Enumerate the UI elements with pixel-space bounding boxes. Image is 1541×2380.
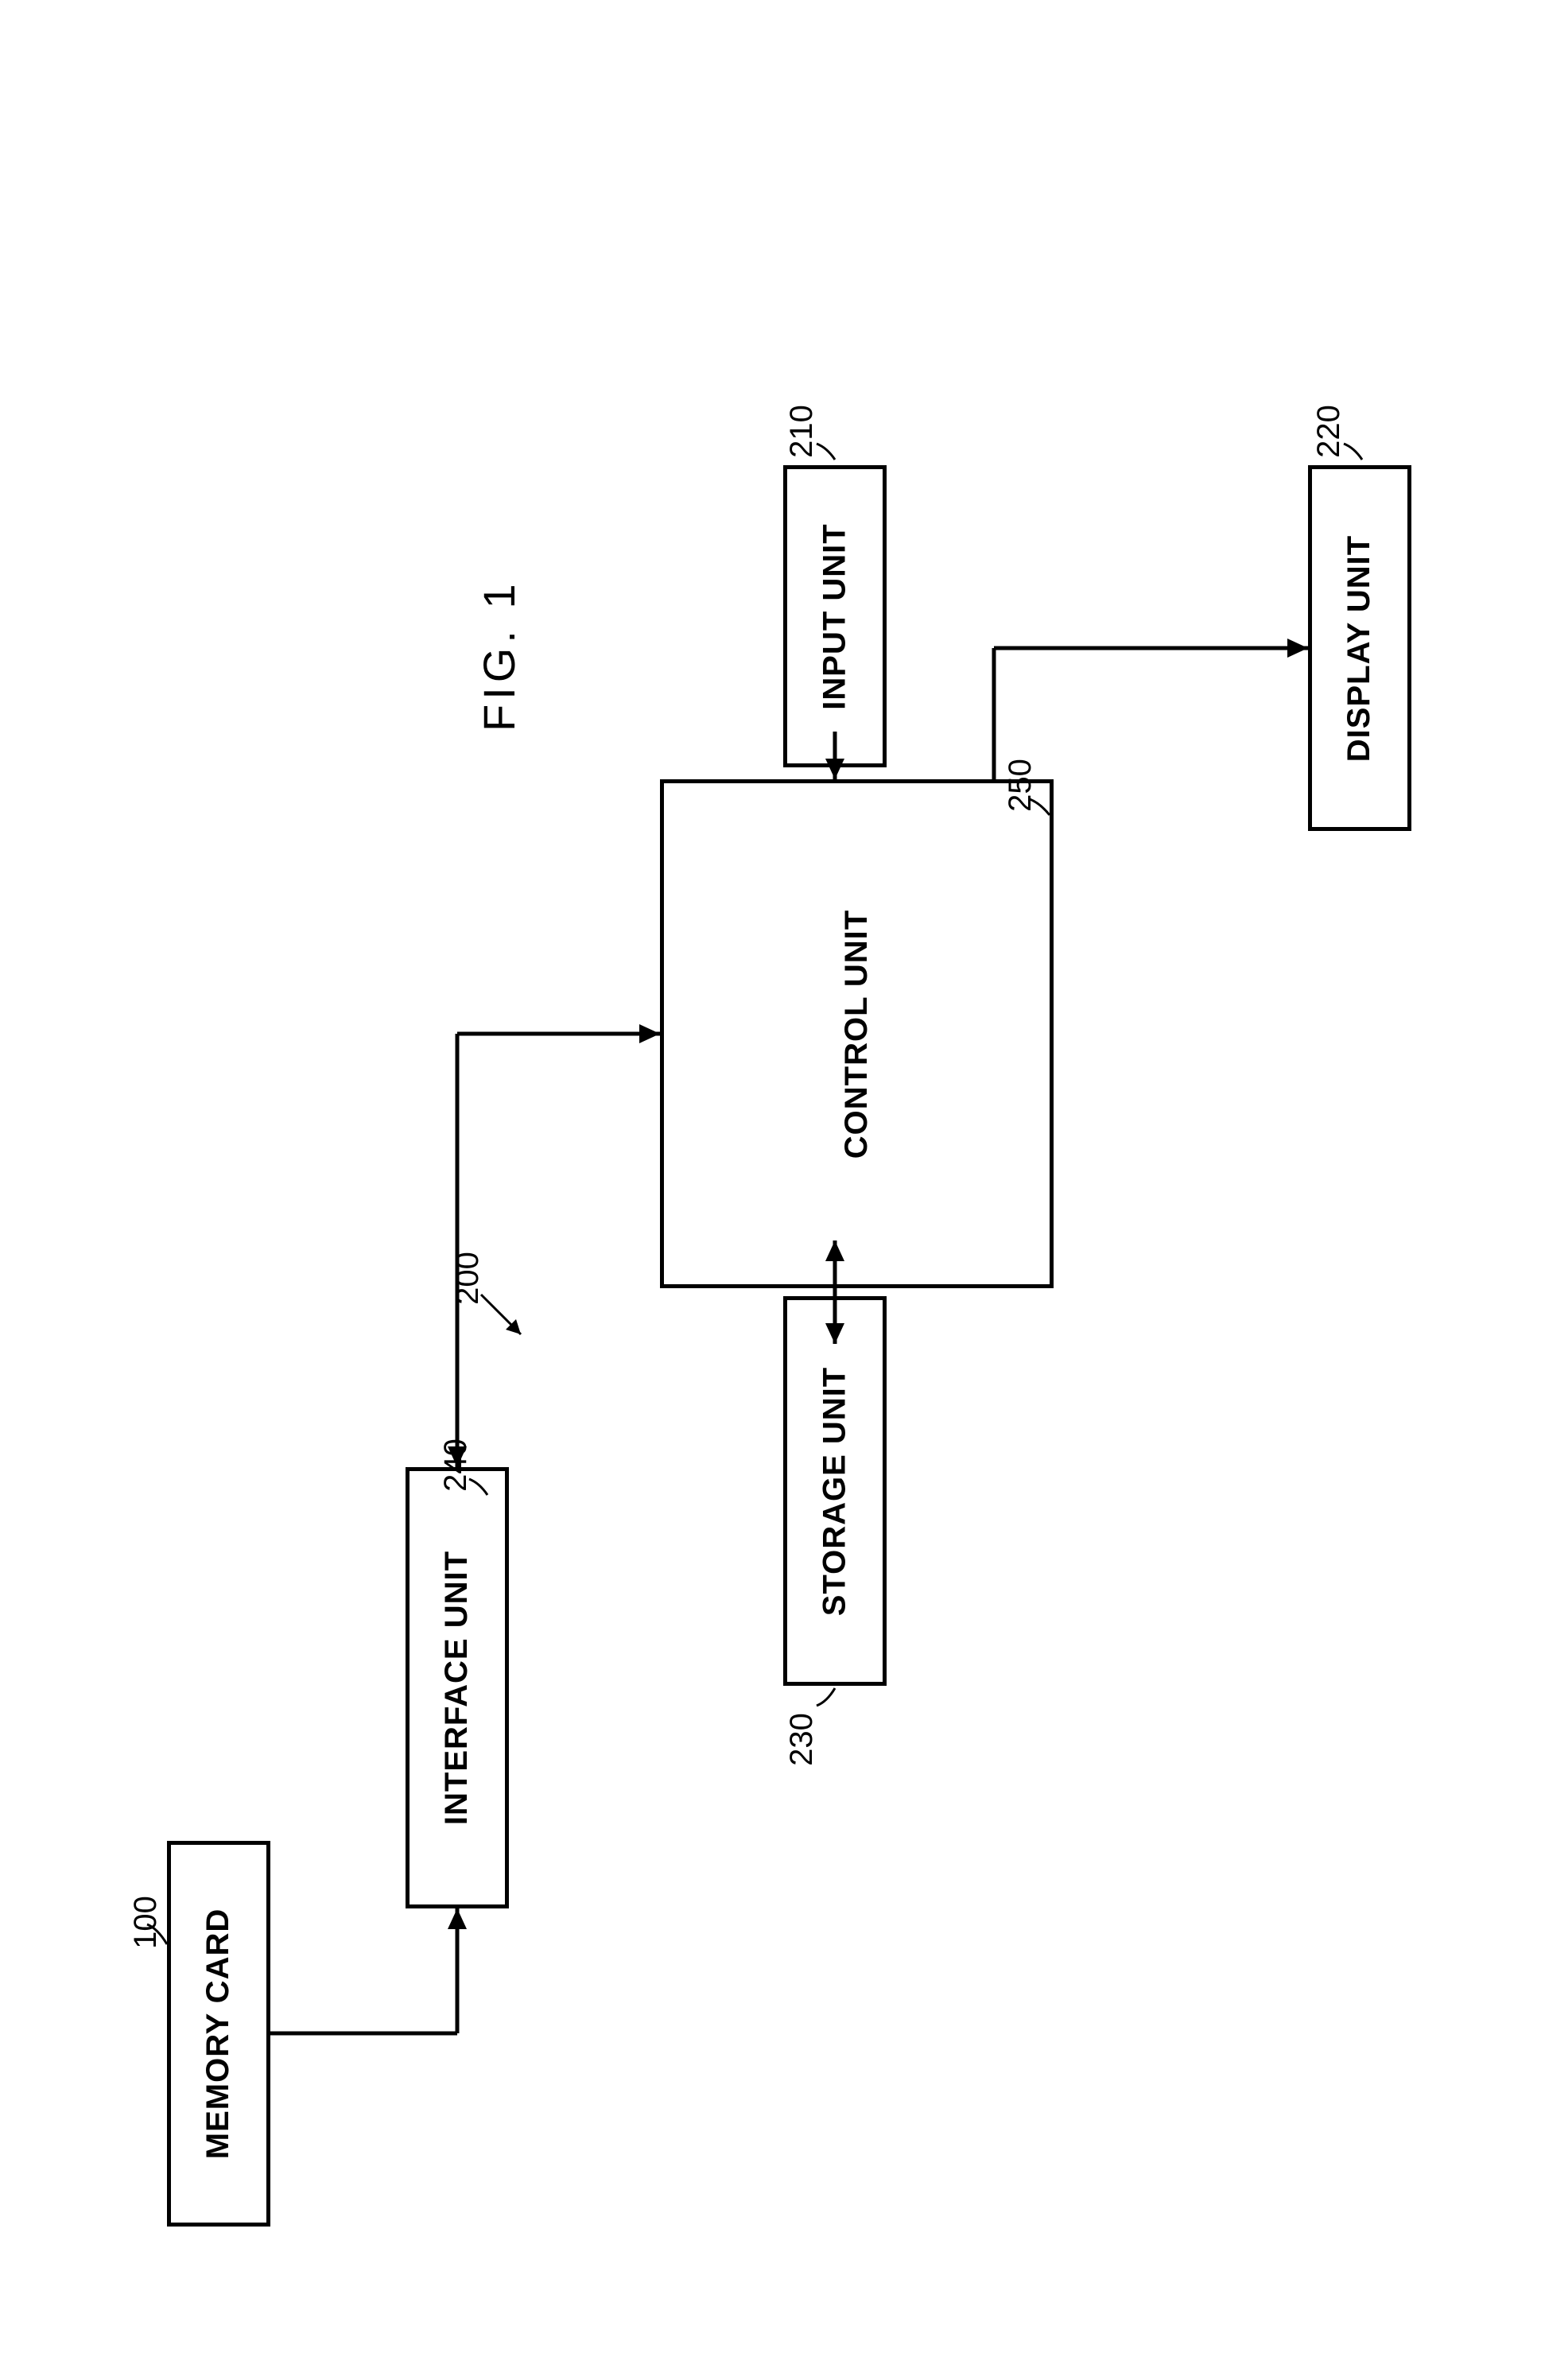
diagram-canvas-final: FIG. 1 CONTROL UNIT 250 INPUT UNIT 210 S… [0, 0, 1541, 2380]
connectors-final [0, 0, 1541, 2380]
